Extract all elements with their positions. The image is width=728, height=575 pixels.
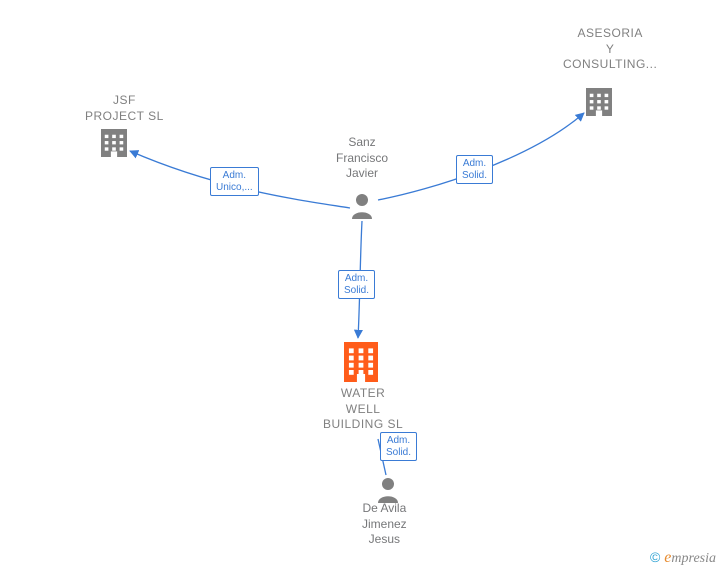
edge-label-asesoria: Adm. Solid.	[456, 155, 493, 184]
node-label-deavila[interactable]: De Avila Jimenez Jesus	[362, 501, 407, 548]
watermark: ©empresia	[650, 549, 716, 567]
building-icon-central[interactable]	[344, 342, 378, 387]
edge-label-deavila: Adm. Solid.	[380, 432, 417, 461]
person-icon[interactable]	[376, 477, 400, 508]
node-label-asesoria[interactable]: ASESORIA Y CONSULTING...	[563, 26, 657, 73]
brand-rest: mpresia	[671, 551, 716, 566]
building-icon[interactable]	[101, 129, 127, 162]
node-label-jsf[interactable]: JSF PROJECT SL	[85, 93, 164, 124]
building-icon[interactable]	[586, 88, 612, 121]
node-label-sanz[interactable]: Sanz Francisco Javier	[336, 135, 388, 182]
copyright-symbol: ©	[650, 549, 660, 565]
person-icon[interactable]	[350, 193, 374, 224]
edge-label-jsf: Adm. Unico,...	[210, 167, 259, 196]
edge-label-waterwell: Adm. Solid.	[338, 270, 375, 299]
node-label-waterwell[interactable]: WATER WELL BUILDING SL	[323, 386, 403, 433]
